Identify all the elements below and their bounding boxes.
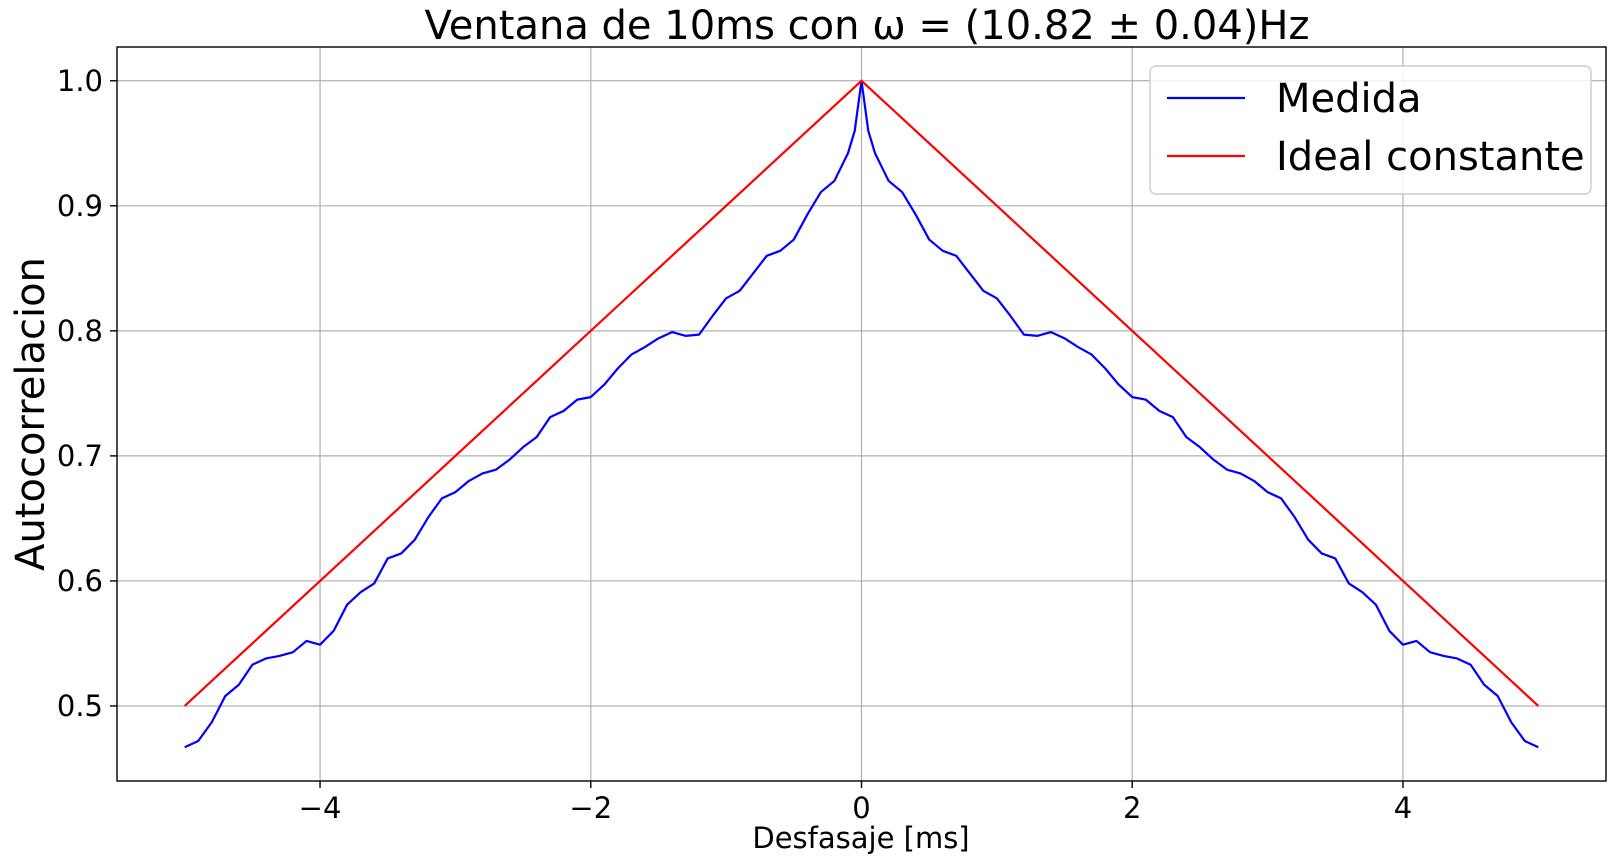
y-axis-label: Autocorrelacion — [8, 257, 54, 571]
series-line-ideal-constante — [183, 79, 1540, 707]
axis-ticks: −4 −2 0 2 4 0.5 0.6 0.7 0.8 0.9 1.0 — [57, 64, 1412, 825]
x-tick-label: −4 — [299, 791, 342, 825]
grid-lines — [117, 47, 1606, 781]
y-tick-label: 0.5 — [57, 689, 103, 723]
x-tick-label: −2 — [569, 791, 612, 825]
y-tick-label: 1.0 — [57, 64, 103, 98]
chart-title: Ventana de 10ms con ω = (10.82 ± 0.04)Hz — [425, 3, 1310, 49]
y-tick-label: 0.9 — [57, 189, 103, 223]
x-axis-label: Desfasaje [ms] — [752, 821, 969, 855]
x-tick-label: 4 — [1394, 791, 1412, 825]
x-tick-label: 2 — [1123, 791, 1141, 825]
x-tick-label: 0 — [852, 791, 870, 825]
legend-label-ideal-constante: Ideal constante — [1276, 134, 1585, 180]
y-tick-label: 0.6 — [57, 564, 103, 598]
y-tick-label: 0.8 — [57, 314, 103, 348]
legend-frame — [1149, 65, 1592, 195]
legend-label-medida: Medida — [1276, 76, 1422, 122]
plot-area — [183, 79, 1540, 749]
y-tick-label: 0.7 — [57, 439, 103, 473]
legend: Medida Ideal constante — [1149, 65, 1592, 195]
